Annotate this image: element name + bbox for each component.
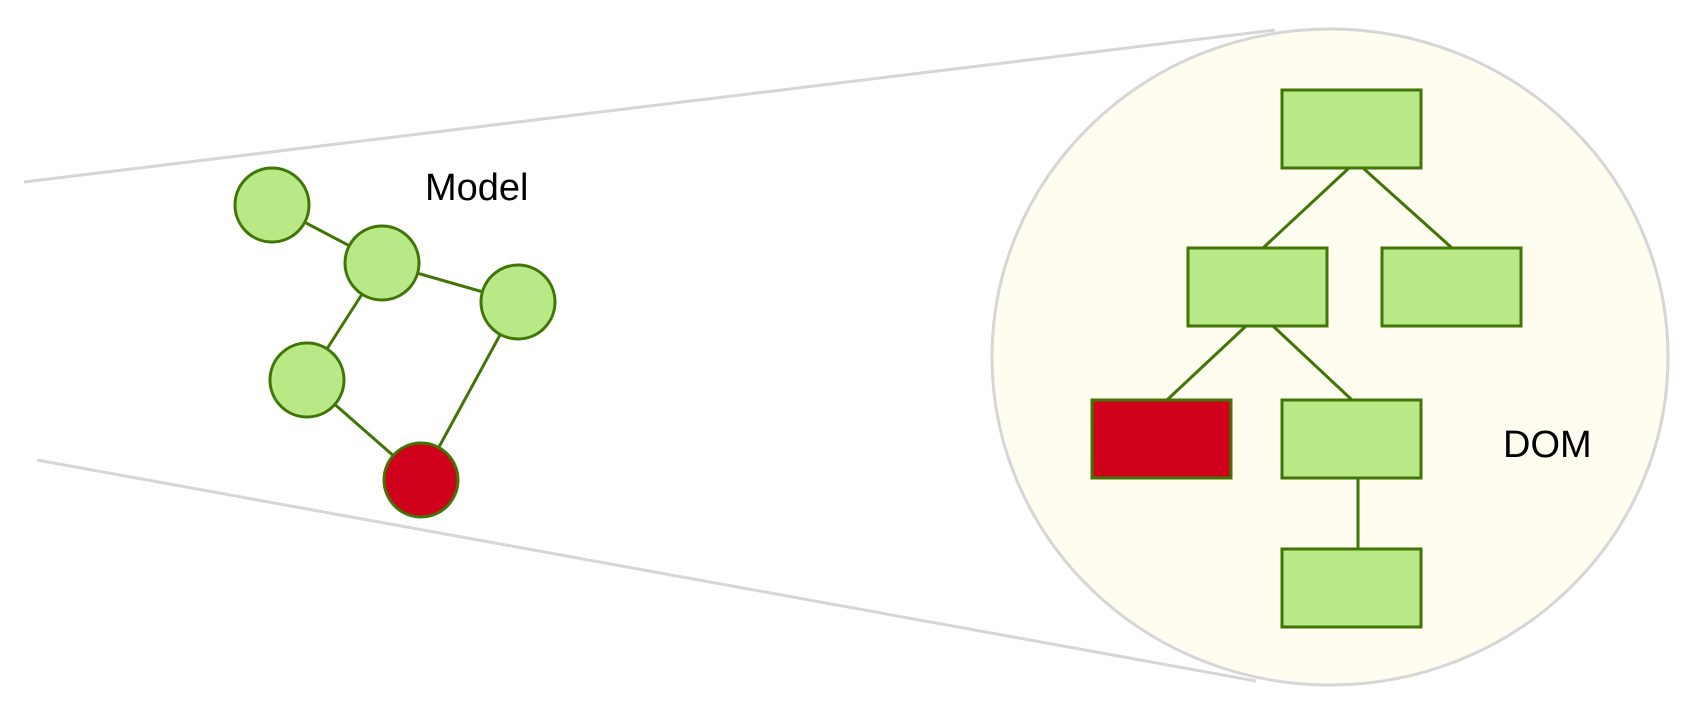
model-node [343, 224, 421, 302]
dom-edge [1271, 324, 1354, 402]
dom-edge [1361, 166, 1454, 250]
dom-tree-nodes [1090, 88, 1523, 629]
dom-node [1380, 246, 1523, 328]
dom-node [1186, 246, 1329, 328]
dom-node [1280, 88, 1423, 170]
dom-tree-edges [1165, 166, 1454, 549]
zoom-line-bottom [36, 458, 1257, 683]
dom-label: DOM [1503, 424, 1592, 466]
model-node [268, 341, 346, 419]
dom-node-highlighted [1090, 398, 1233, 480]
model-node-highlighted [382, 441, 460, 519]
zoom-line-top [23, 28, 1276, 184]
model-label: Model [425, 167, 529, 209]
model-node [233, 166, 311, 244]
dom-edge [1261, 166, 1351, 250]
dom-zoom-bubble [990, 27, 1670, 687]
model-graph-nodes [233, 166, 557, 519]
model-node [479, 263, 557, 341]
dom-edge [1165, 324, 1248, 402]
dom-node [1280, 398, 1423, 480]
dom-node [1280, 547, 1423, 629]
